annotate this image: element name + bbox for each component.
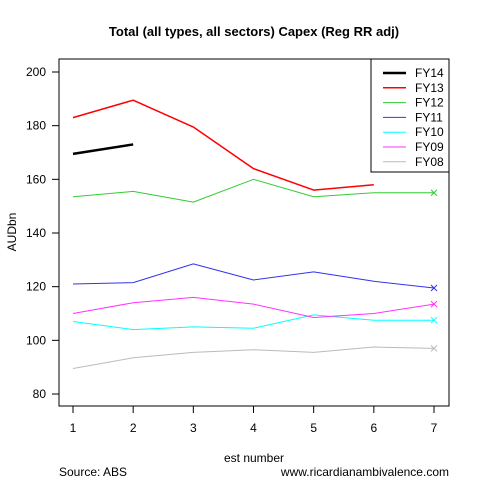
y-tick-label: 160: [26, 172, 46, 186]
y-tick-label: 100: [26, 333, 46, 347]
series-line-fy13: [72, 99, 374, 191]
legend-label-fy08: FY08: [415, 155, 444, 169]
source-note: Source: ABS: [59, 465, 127, 479]
series-line-fy09: [72, 296, 435, 319]
series-line-fy10: [72, 314, 434, 331]
legend-box: [370, 58, 450, 173]
y-tick-label: 140: [26, 226, 46, 240]
legend-label-fy11: FY11: [415, 110, 443, 124]
x-tick-label: 5: [310, 421, 317, 435]
legend-label-fy12: FY12: [415, 96, 444, 110]
legend-label-fy14: FY14: [415, 66, 444, 80]
x-tick-label: 6: [370, 421, 377, 435]
x-axis-label: est number: [224, 451, 284, 465]
website-note: www.ricardianambivalence.com: [280, 465, 449, 479]
end-marker-fy09: [430, 300, 438, 308]
series-line-fy11: [72, 263, 435, 289]
end-marker-fy12: [430, 189, 438, 197]
legend-label-fy09: FY09: [415, 140, 444, 154]
legend-label-fy13: FY13: [415, 81, 444, 95]
y-tick-label: 80: [33, 387, 47, 401]
end-marker-fy11: [430, 284, 438, 292]
x-tick-label: 2: [130, 421, 137, 435]
series-line-fy14: [72, 143, 134, 156]
series-line-fy12: [72, 178, 434, 203]
y-axis: 80 100 120 140 160 180 200: [26, 65, 60, 401]
x-axis: 1 2 3 4 5 6 7: [70, 405, 438, 435]
end-marker-fy10: [430, 316, 438, 324]
x-tick-label: 7: [431, 421, 438, 435]
y-tick-label: 120: [26, 280, 46, 294]
y-tick-label: 180: [26, 119, 46, 133]
chart-title: Total (all types, all sectors) Capex (Re…: [109, 24, 399, 39]
y-axis-label: AUDbn: [5, 213, 19, 252]
y-tick-label: 200: [26, 65, 46, 79]
x-tick-label: 4: [250, 421, 257, 435]
x-tick-label: 3: [190, 421, 197, 435]
series-line-fy08: [72, 346, 435, 370]
legend-label-fy10: FY10: [415, 125, 444, 139]
series-layer: [72, 99, 438, 370]
end-marker-fy08: [430, 345, 438, 352]
x-tick-label: 1: [70, 421, 77, 435]
